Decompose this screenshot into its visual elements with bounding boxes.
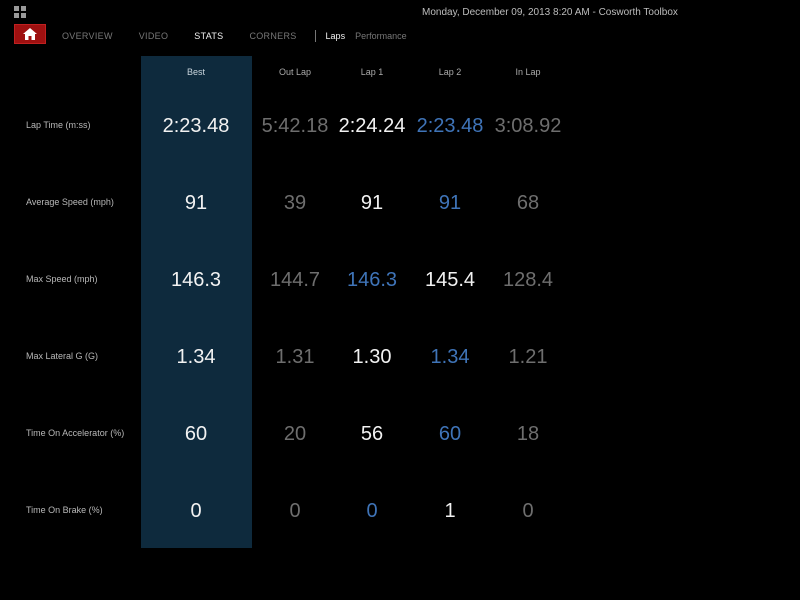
row-label-average-speed-mph: Average Speed (mph): [26, 197, 114, 207]
row-label-max-speed-mph: Max Speed (mph): [26, 274, 98, 284]
cell-time-on-accelerator-in-lap: 18: [516, 423, 540, 445]
cell-time-on-accelerator-lap-1: 56: [360, 423, 384, 445]
row-label-time-on-brake: Time On Brake (%): [26, 505, 103, 515]
cell-average-speed-mph-in-lap: 68: [516, 192, 540, 214]
cell-max-speed-mph-lap-1: 146.3: [346, 269, 398, 291]
cell-lap-time-m-ss-out-lap: 5:42.18: [261, 115, 329, 137]
cell-max-lateral-g-g-in-lap: 1.21: [508, 346, 548, 368]
cell-average-speed-mph-best: 91: [184, 192, 208, 214]
title-bar: Monday, December 09, 2013 8:20 AM - Cosw…: [422, 7, 678, 18]
cell-average-speed-mph-lap-1: 91: [360, 192, 384, 214]
cell-time-on-brake-best: 0: [190, 500, 202, 522]
column-header-lap-1[interactable]: Lap 1: [360, 67, 384, 77]
tab-overview[interactable]: OVERVIEW: [62, 31, 113, 41]
cell-lap-time-m-ss-in-lap: 3:08.92: [494, 115, 562, 137]
home-icon: [23, 28, 37, 40]
cell-max-speed-mph-in-lap: 128.4: [502, 269, 554, 291]
cell-time-on-accelerator-lap-2: 60: [438, 423, 462, 445]
row-label-time-on-accelerator: Time On Accelerator (%): [26, 428, 125, 438]
cell-max-speed-mph-best: 146.3: [170, 269, 222, 291]
nav-divider: [314, 30, 316, 42]
cell-time-on-brake-lap-1: 0: [366, 500, 378, 522]
row-label-lap-time-m-ss: Lap Time (m:ss): [26, 120, 91, 130]
cell-lap-time-m-ss-best: 2:23.48: [162, 115, 230, 137]
column-header-best[interactable]: Best: [186, 67, 205, 77]
cell-max-lateral-g-g-lap-2: 1.34: [430, 346, 470, 368]
cell-time-on-brake-lap-2: 1: [444, 500, 456, 522]
tab-stats[interactable]: STATS: [194, 31, 224, 41]
cell-max-lateral-g-g-best: 1.34: [176, 346, 216, 368]
cell-max-lateral-g-g-out-lap: 1.31: [275, 346, 315, 368]
cell-time-on-accelerator-out-lap: 20: [283, 423, 307, 445]
main-nav: OVERVIEW VIDEO STATS CORNERS Laps Perfor…: [62, 30, 417, 42]
app-grid-icon[interactable]: [14, 6, 26, 18]
cell-max-speed-mph-lap-2: 145.4: [424, 269, 476, 291]
cell-time-on-brake-out-lap: 0: [289, 500, 301, 522]
cell-average-speed-mph-out-lap: 39: [283, 192, 307, 214]
tab-video[interactable]: VIDEO: [138, 31, 169, 41]
subtab-laps[interactable]: Laps: [325, 31, 346, 41]
column-header-lap-2[interactable]: Lap 2: [438, 67, 462, 77]
cell-max-speed-mph-out-lap: 144.7: [269, 269, 321, 291]
cell-lap-time-m-ss-lap-2: 2:23.48: [416, 115, 484, 137]
cell-time-on-brake-in-lap: 0: [522, 500, 534, 522]
tab-corners[interactable]: CORNERS: [249, 31, 297, 41]
column-header-out-lap[interactable]: Out Lap: [278, 67, 312, 77]
cell-max-lateral-g-g-lap-1: 1.30: [352, 346, 392, 368]
home-button[interactable]: [14, 24, 46, 44]
cell-lap-time-m-ss-lap-1: 2:24.24: [338, 115, 406, 137]
subtab-performance[interactable]: Performance: [355, 31, 407, 41]
best-column-highlight: [141, 56, 252, 548]
cell-average-speed-mph-lap-2: 91: [438, 192, 462, 214]
column-header-in-lap[interactable]: In Lap: [515, 67, 541, 77]
cell-time-on-accelerator-best: 60: [184, 423, 208, 445]
row-label-max-lateral-g-g: Max Lateral G (G): [26, 351, 99, 361]
